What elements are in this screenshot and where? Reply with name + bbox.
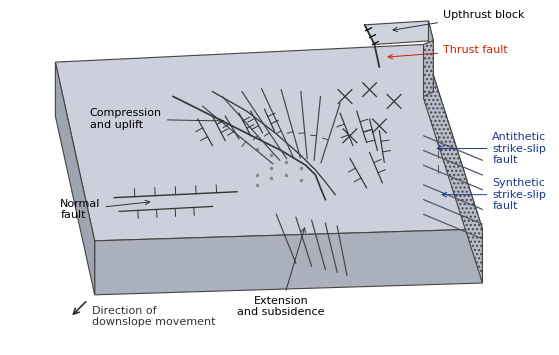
- Text: Upthrust block: Upthrust block: [393, 10, 525, 32]
- Polygon shape: [55, 44, 482, 241]
- Polygon shape: [424, 40, 433, 97]
- Polygon shape: [424, 44, 482, 283]
- Text: Compression
and uplift: Compression and uplift: [90, 108, 224, 130]
- Polygon shape: [364, 21, 433, 44]
- Text: Normal
fault: Normal fault: [60, 198, 150, 220]
- Text: Direction of
downslope movement: Direction of downslope movement: [92, 306, 215, 327]
- Polygon shape: [55, 62, 94, 295]
- Text: Synthetic
strike-slip
fault: Synthetic strike-slip fault: [442, 178, 546, 211]
- Polygon shape: [428, 21, 433, 72]
- Text: Thrust fault: Thrust fault: [388, 45, 508, 59]
- Polygon shape: [94, 229, 482, 295]
- Text: Antithetic
strike-slip
fault: Antithetic strike-slip fault: [437, 132, 547, 165]
- Text: Extension
and subsidence: Extension and subsidence: [238, 228, 325, 317]
